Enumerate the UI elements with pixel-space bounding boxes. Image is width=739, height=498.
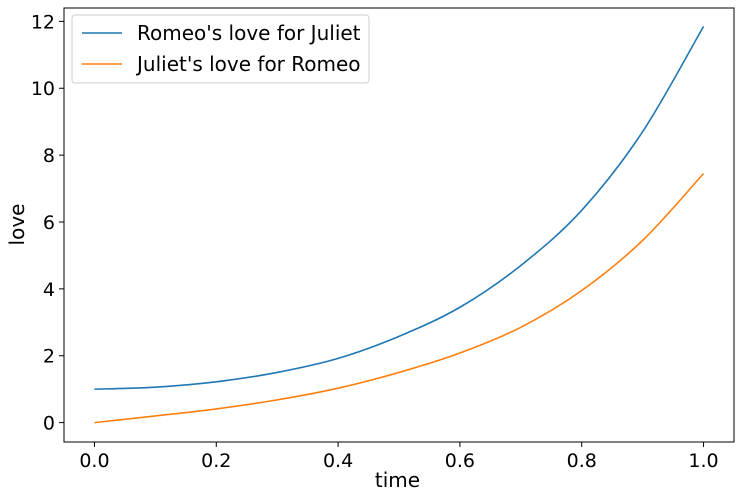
plot-frame xyxy=(63,7,735,443)
x-tick-label: 0.6 xyxy=(445,450,475,472)
x-tick-label: 0.0 xyxy=(79,450,109,472)
legend: Romeo's love for Juliet Juliet's love for… xyxy=(71,14,370,84)
x-tick-label: 0.8 xyxy=(567,450,597,472)
series-line-2 xyxy=(94,172,705,424)
y-tick-label: 6 xyxy=(43,212,55,234)
y-tick-label: 8 xyxy=(43,145,55,167)
y-tick-label: 4 xyxy=(43,279,55,301)
y-tick-label: 0 xyxy=(43,413,55,435)
y-axis-label: love xyxy=(5,204,29,246)
series-line-1 xyxy=(94,25,705,390)
y-tick-label: 12 xyxy=(31,11,55,33)
x-tick-label: 0.2 xyxy=(201,450,231,472)
legend-label-1: Romeo's love for Juliet xyxy=(137,21,361,45)
x-tick-label: 1.0 xyxy=(688,450,718,472)
legend-label-2: Juliet's love for Romeo xyxy=(135,52,361,76)
y-tick-label: 2 xyxy=(43,346,55,368)
y-tick-label: 10 xyxy=(31,78,55,100)
x-tick-label: 0.4 xyxy=(323,450,353,472)
y-axis: 0 2 4 6 8 10 12 xyxy=(31,11,64,435)
x-axis-label: time xyxy=(375,468,420,492)
plot-area xyxy=(63,7,735,443)
legend-box xyxy=(71,14,370,84)
x-axis: 0.0 0.2 0.4 0.6 0.8 1.0 xyxy=(79,442,719,472)
